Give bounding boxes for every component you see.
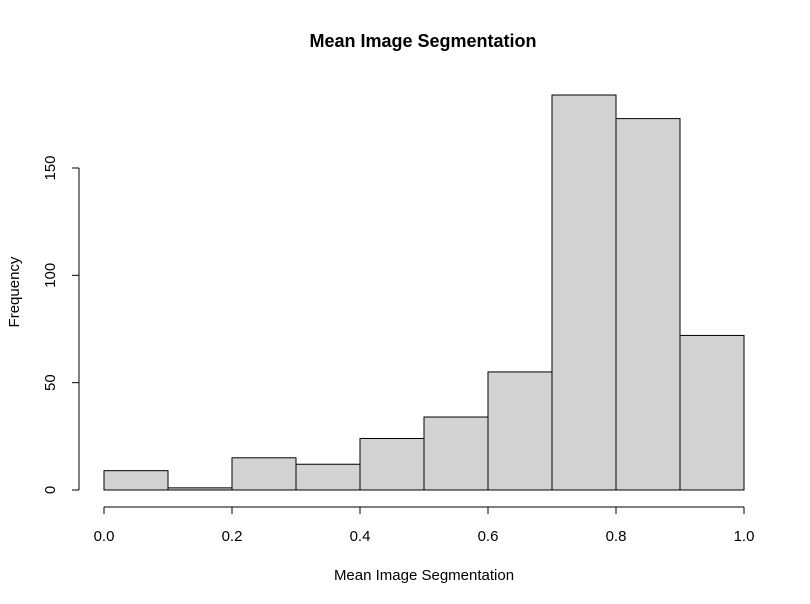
y-tick-label-1: 50: [42, 374, 59, 391]
x-tick-label-4: 0.8: [606, 528, 627, 545]
y-tick-label-0: 0: [42, 486, 59, 494]
histogram-bar-4: [359, 437, 425, 491]
bars-group: [103, 94, 745, 491]
x-tick-label-2: 0.4: [350, 528, 371, 545]
histogram-bar-9: [679, 334, 745, 491]
histogram-bar-2: [231, 457, 297, 491]
y-tick-label-2: 100: [42, 263, 59, 288]
y-axis: 0 50 100 150: [42, 155, 80, 494]
x-axis: 0.0 0.2 0.4 0.6 0.8 1.0: [94, 506, 755, 545]
x-axis-label: Mean Image Segmentation: [334, 567, 514, 584]
x-tick-label-5: 1.0: [734, 528, 755, 545]
histogram-bar-6: [487, 371, 553, 491]
histogram-bar-8: [615, 118, 681, 491]
histogram-bar-5: [423, 416, 489, 491]
x-tick-label-3: 0.6: [478, 528, 499, 545]
y-axis-label: Frequency: [6, 256, 23, 327]
x-tick-label-0: 0.0: [94, 528, 115, 545]
histogram-bar-1: [167, 487, 233, 491]
histogram-bar-7: [551, 94, 617, 491]
histogram-bar-3: [295, 463, 361, 491]
y-tick-label-3: 150: [42, 155, 59, 180]
chart-title: Mean Image Segmentation: [309, 31, 536, 51]
x-tick-label-1: 0.2: [222, 528, 243, 545]
histogram-bar-0: [103, 470, 169, 491]
